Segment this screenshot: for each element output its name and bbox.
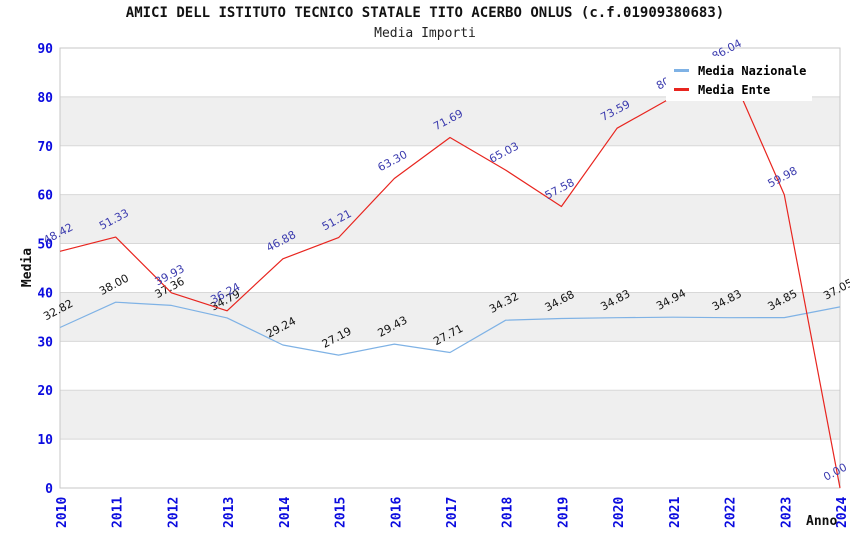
x-tick-label: 2015 [334,497,349,528]
series-line-media-nazionale [59,301,841,356]
y-tick-label: 10 [37,433,53,448]
y-axis-title: Media [20,247,36,288]
x-tick-label: 2022 [724,497,739,528]
data-label: 59.98 [766,164,800,190]
plot-band [60,194,840,244]
x-tick-label: 2019 [556,497,571,528]
x-tick-label: 2011 [111,497,126,528]
y-tick-label: 0 [45,482,53,497]
x-tick-label: 2020 [612,497,627,528]
media-nazionale-line-swatch-icon [674,69,689,72]
x-tick-label: 2016 [389,497,404,528]
y-tick-label: 20 [37,384,53,399]
legend-item-media-nazionale: Media Nazionale [674,61,812,80]
data-label: 63.30 [376,148,410,174]
y-tick-label: 30 [37,335,53,350]
y-tick-label: 40 [37,286,53,301]
legend-label-media-ente: Media Ente [698,82,771,97]
y-tick-label: 60 [37,189,53,204]
plot-band [60,390,840,440]
x-tick-label: 2024 [835,497,850,528]
chart-subtitle: Media Importi [374,26,476,41]
y-tick-label: 70 [37,140,53,155]
chart-title: AMICI DELL ISTITUTO TECNICO STATALE TITO… [125,5,725,21]
x-tick-label: 2017 [445,497,460,528]
y-tick-label: 50 [37,238,53,253]
y-tick-label: 90 [37,42,53,57]
x-tick-label: 2021 [668,497,683,528]
legend: Media Nazionale Media Ente [666,56,812,101]
x-axis-title: Anno [806,514,838,529]
x-tick-label: 2023 [779,497,794,528]
legend-label-media-nazionale: Media Nazionale [698,63,807,78]
plot-band [60,292,840,342]
x-tick-label: 2010 [55,497,70,528]
x-tick-label: 2012 [166,497,181,528]
legend-item-media-ente: Media Ente [674,80,812,99]
plot-border [59,47,841,489]
x-tick-label: 2013 [222,497,237,528]
y-tick-label: 80 [37,91,53,106]
x-tick-label: 2014 [278,497,293,528]
data-label: 0.00 [821,461,849,484]
media-ente-line-swatch-icon [674,88,689,91]
x-tick-label: 2018 [501,497,516,528]
